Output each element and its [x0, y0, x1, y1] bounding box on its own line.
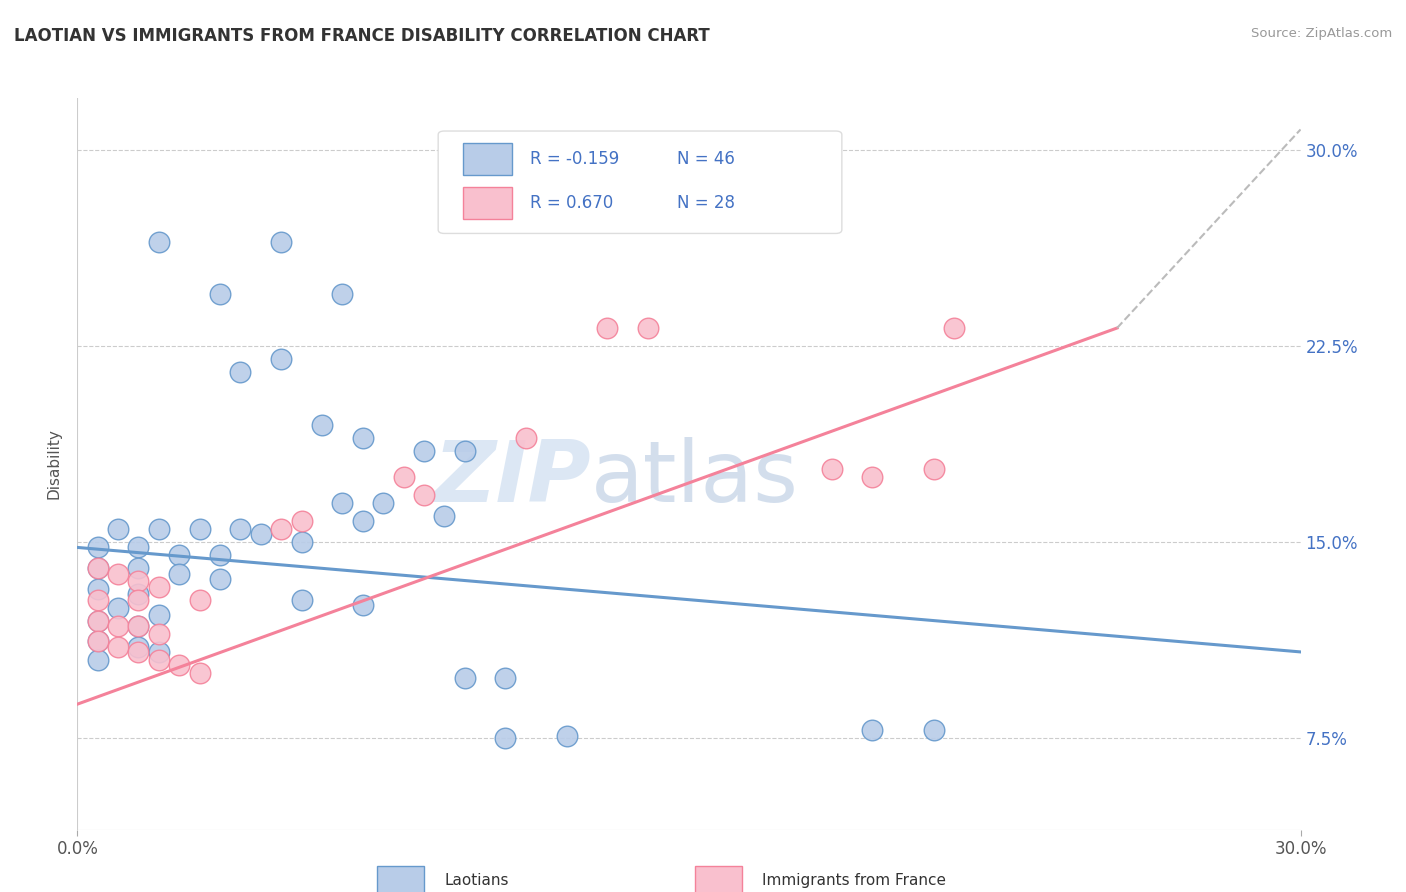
Point [596, 321, 619, 335]
Point [148, 522, 170, 536]
Point [332, 496, 354, 510]
Point [270, 235, 292, 249]
Point [87, 634, 110, 648]
Point [270, 352, 292, 367]
Point [250, 527, 273, 541]
Point [128, 619, 150, 633]
Point [209, 548, 232, 563]
Point [270, 522, 292, 536]
Text: ZIP: ZIP [433, 437, 591, 520]
Point [454, 443, 477, 458]
Point [87, 653, 110, 667]
Point [392, 470, 415, 484]
FancyBboxPatch shape [695, 866, 741, 892]
Point [922, 462, 945, 476]
Point [148, 626, 170, 640]
Point [515, 431, 537, 445]
Point [107, 640, 129, 654]
Point [209, 287, 232, 301]
Point [209, 572, 232, 586]
FancyBboxPatch shape [377, 866, 423, 892]
Point [311, 417, 333, 432]
Point [922, 723, 945, 738]
Point [128, 587, 150, 601]
FancyBboxPatch shape [463, 186, 512, 219]
Point [188, 592, 211, 607]
Point [188, 665, 211, 680]
Point [87, 561, 110, 575]
FancyBboxPatch shape [439, 131, 842, 234]
Point [87, 582, 110, 597]
Point [148, 645, 170, 659]
Point [148, 608, 170, 623]
Point [128, 619, 150, 633]
Point [148, 580, 170, 594]
Point [128, 640, 150, 654]
Text: N = 28: N = 28 [676, 194, 735, 211]
Point [87, 614, 110, 628]
Point [128, 574, 150, 589]
Text: R = 0.670: R = 0.670 [530, 194, 613, 211]
Text: R = -0.159: R = -0.159 [530, 150, 619, 168]
Point [821, 462, 844, 476]
Point [495, 671, 517, 685]
FancyBboxPatch shape [463, 143, 512, 175]
Point [87, 592, 110, 607]
Point [169, 566, 191, 581]
Point [291, 535, 314, 549]
Point [495, 731, 517, 746]
Point [128, 541, 150, 555]
Point [128, 561, 150, 575]
Text: Laotians: Laotians [444, 873, 509, 888]
Point [555, 729, 578, 743]
Point [229, 522, 252, 536]
Point [148, 235, 170, 249]
Point [291, 514, 314, 528]
Text: N = 46: N = 46 [676, 150, 734, 168]
Point [637, 321, 659, 335]
Point [87, 541, 110, 555]
Point [413, 488, 436, 502]
Point [332, 287, 354, 301]
Y-axis label: Disability: Disability [46, 428, 62, 500]
Point [107, 619, 129, 633]
Point [87, 614, 110, 628]
Point [413, 443, 436, 458]
Point [188, 522, 211, 536]
Point [229, 366, 252, 380]
Point [371, 496, 394, 510]
Point [107, 600, 129, 615]
Point [352, 431, 374, 445]
Text: Immigrants from France: Immigrants from France [762, 873, 946, 888]
Point [169, 548, 191, 563]
Point [352, 598, 374, 612]
Point [862, 723, 884, 738]
Point [87, 634, 110, 648]
Point [433, 509, 456, 524]
Point [169, 658, 191, 673]
Point [107, 522, 129, 536]
Point [352, 514, 374, 528]
Point [148, 653, 170, 667]
Text: atlas: atlas [591, 437, 799, 520]
Text: Source: ZipAtlas.com: Source: ZipAtlas.com [1251, 27, 1392, 40]
Point [454, 671, 477, 685]
Point [128, 645, 150, 659]
Point [87, 561, 110, 575]
Point [107, 566, 129, 581]
Point [291, 592, 314, 607]
Point [862, 470, 884, 484]
Point [943, 321, 966, 335]
Text: LAOTIAN VS IMMIGRANTS FROM FRANCE DISABILITY CORRELATION CHART: LAOTIAN VS IMMIGRANTS FROM FRANCE DISABI… [14, 27, 710, 45]
Point [128, 592, 150, 607]
